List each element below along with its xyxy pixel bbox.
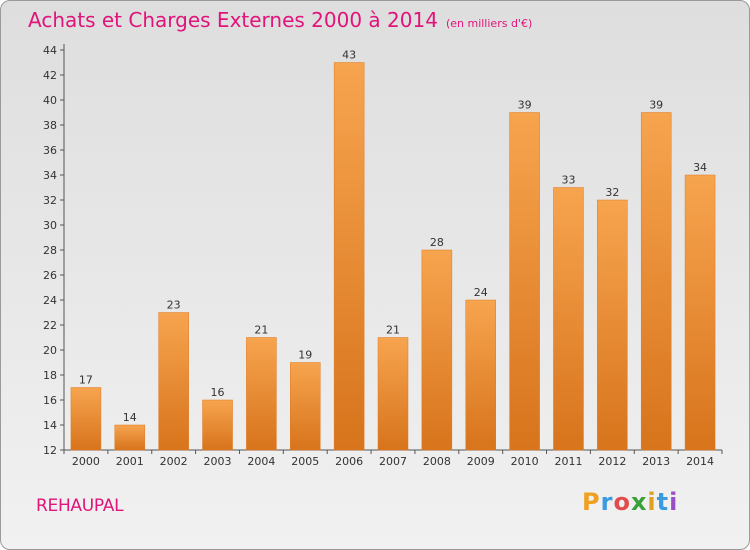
x-tick-label: 2005 [291, 455, 319, 468]
data-label: 19 [298, 349, 312, 362]
commune-name: REHAUPAL [36, 496, 124, 516]
chart-subtitle: (en milliers d'€) [445, 17, 533, 30]
bar [684, 174, 716, 451]
data-label: 28 [430, 236, 444, 249]
logo-letter: P [582, 488, 601, 516]
logo-letter: r [600, 488, 614, 516]
y-tick-label: 20 [43, 344, 57, 357]
bar [377, 337, 409, 451]
bar [70, 387, 102, 451]
bar [202, 399, 233, 451]
data-label: 33 [561, 174, 575, 187]
y-tick-label: 18 [43, 369, 57, 382]
data-label: 23 [167, 299, 181, 312]
y-tick-label: 16 [43, 394, 57, 407]
y-tick-label: 24 [43, 294, 57, 307]
x-tick-label: 2011 [554, 455, 582, 468]
logo-letter: x [630, 488, 648, 516]
data-label: 32 [605, 186, 619, 199]
data-label: 39 [649, 99, 663, 112]
data-label: 34 [693, 161, 707, 174]
data-label: 14 [123, 411, 137, 424]
x-tick-label: 2013 [642, 455, 670, 468]
bar [553, 187, 584, 451]
logo-letter: i [669, 488, 679, 516]
bar [114, 424, 146, 451]
data-label: 21 [254, 324, 268, 337]
bar [640, 112, 672, 451]
bar [421, 249, 453, 451]
y-tick-label: 30 [43, 219, 57, 232]
x-tick-label: 2012 [598, 455, 626, 468]
bar [509, 112, 540, 451]
chart-title: Achats et Charges Externes 2000 à 2014 (e… [28, 8, 532, 32]
y-tick-label: 28 [43, 244, 57, 257]
logo-letter: o [613, 488, 631, 516]
y-tick-label: 32 [43, 194, 57, 207]
x-tick-label: 2002 [160, 455, 188, 468]
x-tick-label: 2006 [335, 455, 363, 468]
logo-letter: t [656, 488, 670, 516]
y-tick-label: 42 [43, 69, 57, 82]
bar [597, 199, 628, 451]
y-tick-label: 44 [43, 44, 57, 57]
bar [158, 312, 189, 451]
y-tick-label: 36 [43, 144, 57, 157]
logo-letter: i [647, 488, 657, 516]
y-tick-label: 40 [43, 94, 57, 107]
y-tick-label: 38 [43, 119, 57, 132]
x-tick-label: 2000 [72, 455, 100, 468]
x-tick-label: 2004 [247, 455, 275, 468]
bar [290, 362, 321, 451]
data-label: 16 [211, 386, 225, 399]
chart-title-text: Achats et Charges Externes 2000 à 2014 [28, 8, 438, 32]
bar [465, 299, 496, 451]
y-tick-label: 12 [43, 444, 57, 457]
x-tick-label: 2001 [116, 455, 144, 468]
data-label: 21 [386, 324, 400, 337]
x-tick-label: 2010 [511, 455, 539, 468]
data-label: 43 [342, 49, 356, 62]
y-tick-label: 26 [43, 269, 57, 282]
y-tick-label: 22 [43, 319, 57, 332]
labels: 17 2000 14 2001 23 2002 16 2003 21 2004 19 2005 43 20… [72, 49, 714, 469]
y-tick-label: 14 [43, 419, 57, 432]
bar [333, 62, 365, 451]
bar [246, 337, 277, 451]
bars [70, 62, 716, 451]
data-label: 17 [79, 374, 93, 387]
data-label: 39 [518, 99, 532, 112]
x-tick-label: 2007 [379, 455, 407, 468]
y-tick-label: 34 [43, 169, 57, 182]
x-tick-label: 2014 [686, 455, 714, 468]
proxiti-logo: Proxiti [582, 488, 678, 516]
x-tick-label: 2009 [467, 455, 495, 468]
x-tick-label: 2003 [204, 455, 232, 468]
data-label: 24 [474, 286, 488, 299]
x-tick-label: 2008 [423, 455, 451, 468]
